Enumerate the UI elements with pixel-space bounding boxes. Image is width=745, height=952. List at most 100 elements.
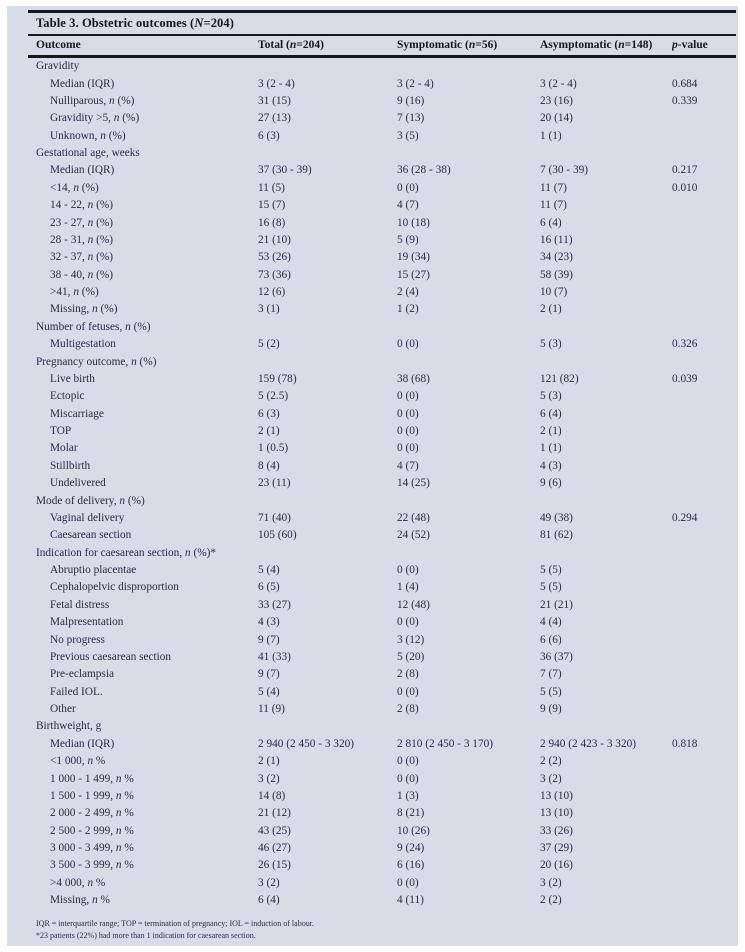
table-row: 1 500 - 1 999, n % 14 (8) 1 (3) 13 (10) [28,788,736,805]
total-cell: 159 (78) [258,372,297,385]
table-row: Nulliparous, n (%) 31 (15) 9 (16) 23 (16) 0.… [28,93,736,110]
symptomatic-cell [397,718,540,735]
symptomatic-cell: 1 (3) [397,789,419,802]
total-cell: 16 (8) [258,216,286,229]
p-value-cell [672,579,736,596]
table-row: Stillbirth 8 (4) 4 (7) 4 (3) [28,458,736,475]
column-header-1: Total (n=204) [258,36,397,58]
asymptomatic-cell: 37 (29) [540,842,573,855]
symptomatic-cell: 0 (0) [397,338,419,351]
table-row: Malpresentation 4 (3) 0 (0) 4 (4) [28,614,736,631]
p-value-cell: 0.294 [672,511,698,524]
asymptomatic-cell: 5 (5) [540,564,562,577]
total-cell: 2 (1) [258,425,280,438]
asymptomatic-cell: 20 (16) [540,859,573,872]
asymptomatic-cell: 13 (10) [540,807,573,820]
p-value-cell [672,214,736,231]
total-cell: 3 (1) [258,303,280,316]
p-value-cell [672,562,736,579]
column-header-4: p-value [672,36,736,58]
asymptomatic-cell: 1 (1) [540,129,562,142]
symptomatic-cell: 1 (4) [397,581,419,594]
table-row: Median (IQR) 2 940 (2 450 - 3 320) 2 810 (… [28,736,736,753]
p-value-cell [672,353,736,370]
symptomatic-cell: 0 (0) [397,407,419,420]
total-cell: 15 (7) [258,199,286,212]
outcome-label: No progress [50,633,105,646]
symptomatic-cell: 4 (7) [397,459,419,472]
total-cell: 3 (2 - 4) [258,77,295,90]
outcome-label: 3 500 - 3 999, n % [50,859,134,872]
table-panel: Table 3. Obstetric outcomes (N=204) Outc… [7,6,738,946]
outcome-label: Failed IOL. [50,685,103,698]
outcome-label: Cephalopelvic disproportion [50,581,179,594]
outcome-label: Previous caesarean section [50,650,172,663]
symptomatic-cell: 0 (0) [397,442,419,455]
symptomatic-cell: 19 (34) [397,251,430,264]
asymptomatic-cell: 1 (1) [540,442,562,455]
outcome-label: 28 - 31, n (%) [50,233,114,246]
table-row: 2 500 - 2 999, n % 43 (25) 10 (26) 33 (26) [28,823,736,840]
outcome-label: Vaginal delivery [50,511,125,524]
asymptomatic-cell: 13 (10) [540,789,573,802]
asymptomatic-cell: 4 (3) [540,459,562,472]
table-row: Median (IQR) 37 (30 - 39) 36 (28 - 38) 7 (3… [28,162,736,179]
title-rule [28,34,736,36]
table-row: 38 - 40, n (%) 73 (36) 15 (27) 58 (39) [28,267,736,284]
column-header-2: Symptomatic (n=56) [397,36,540,58]
asymptomatic-cell: 3 (2) [540,876,562,889]
asymptomatic-cell: 6 (4) [540,216,562,229]
asymptomatic-cell: 7 (7) [540,668,562,681]
symptomatic-cell: 10 (18) [397,216,430,229]
outcome-label: <14, n (%) [50,181,99,194]
asymptomatic-cell: 4 (4) [540,616,562,629]
total-cell: 5 (2) [258,338,280,351]
section-row: Number of fetuses, n (%) [28,319,736,336]
symptomatic-cell: 0 (0) [397,425,419,438]
p-value-cell [672,267,736,284]
p-value-cell: 0.326 [672,338,698,351]
p-value-cell [672,857,736,874]
table-row: >4 000, n % 3 (2) 0 (0) 3 (2) [28,875,736,892]
outcome-label: Missing, n % [50,894,110,907]
total-cell: 11 (9) [258,703,285,716]
outcome-label: Mode of delivery, n (%) [36,494,145,507]
symptomatic-cell: 7 (13) [397,112,425,125]
outcome-label: Gestational age, weeks [36,147,140,160]
p-value-cell [672,423,736,440]
outcome-label: 2 500 - 2 999, n % [50,824,134,837]
column-header-3: Asymptomatic (n=148) [540,36,672,58]
asymptomatic-cell [540,545,672,562]
symptomatic-cell: 0 (0) [397,772,419,785]
asymptomatic-cell: 16 (11) [540,233,573,246]
p-value-cell [672,110,736,127]
asymptomatic-cell: 9 (9) [540,703,562,716]
p-value-cell [672,753,736,770]
p-value-cell [672,614,736,631]
table-title: Table 3. Obstetric outcomes (N=204) [28,13,736,34]
asymptomatic-cell: 33 (26) [540,824,573,837]
asymptomatic-cell: 5 (3) [540,338,562,351]
table-title-italic: N [194,16,204,30]
total-cell: 5 (4) [258,685,280,698]
table-row: Failed IOL. 5 (4) 0 (0) 5 (5) [28,684,736,701]
symptomatic-cell: 14 (25) [397,477,430,490]
outcome-label: Median (IQR) [50,77,115,90]
symptomatic-cell: 8 (21) [397,807,425,820]
symptomatic-cell: 3 (12) [397,633,425,646]
asymptomatic-cell: 7 (30 - 39) [540,164,589,177]
p-value-cell [672,197,736,214]
p-value-cell: 0.039 [672,372,698,385]
asymptomatic-cell [540,319,672,336]
table-row: 14 - 22, n (%) 15 (7) 4 (7) 11 (7) [28,197,736,214]
total-cell: 21 (12) [258,807,291,820]
table-row: 32 - 37, n (%) 53 (26) 19 (34) 34 (23) [28,249,736,266]
table-row: Missing, n % 6 (4) 4 (11) 2 (2) [28,892,736,909]
total-cell [258,353,397,370]
total-cell [258,57,397,76]
p-value-cell [672,388,736,405]
p-value-cell [672,57,736,76]
table-row: Fetal distress 33 (27) 12 (48) 21 (21) [28,597,736,614]
table-row: Missing, n (%) 3 (1) 1 (2) 2 (1) [28,301,736,318]
total-cell: 46 (27) [258,842,291,855]
